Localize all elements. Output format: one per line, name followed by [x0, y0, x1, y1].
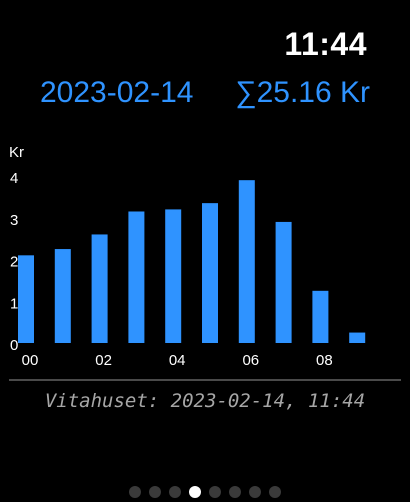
y-tick-label: 2	[10, 254, 18, 271]
bar	[91, 234, 108, 343]
page-dot[interactable]	[129, 486, 141, 498]
bar	[18, 255, 34, 343]
price-bar-chart: Kr 0 1 2 3 4 00 02 04 06 08	[9, 144, 366, 369]
x-tick-label: 00	[22, 352, 39, 369]
bar	[349, 332, 366, 343]
x-tick-label: 02	[95, 352, 112, 369]
page-dot[interactable]	[249, 486, 261, 498]
x-tick-label: 08	[316, 352, 333, 369]
page-dot[interactable]	[229, 486, 241, 498]
status-time: 11:44	[284, 26, 367, 62]
page-dot[interactable]	[269, 486, 281, 498]
bar	[165, 209, 182, 343]
bar	[54, 249, 71, 343]
page-indicator[interactable]	[0, 486, 410, 498]
bar	[275, 221, 292, 343]
bar	[312, 290, 329, 343]
date-label: 2023-02-14	[40, 76, 194, 109]
y-tick-label: 3	[10, 212, 18, 229]
page-dot[interactable]	[189, 486, 201, 498]
page-dot[interactable]	[169, 486, 181, 498]
summary-header: 2023-02-14 ∑25.16 Kr	[40, 76, 370, 110]
bar	[202, 203, 218, 343]
y-axis-label: Kr	[9, 144, 24, 161]
total-label: ∑25.16 Kr	[235, 76, 370, 109]
bar	[238, 180, 255, 343]
source-timestamp: Vitahuset: 2023-02-14, 11:44	[44, 390, 366, 412]
bar	[128, 211, 145, 343]
x-tick-label: 04	[169, 352, 186, 369]
y-tick-label: 0	[10, 337, 18, 354]
page-dot[interactable]	[149, 486, 161, 498]
x-tick-label: 06	[242, 352, 259, 369]
page-dot[interactable]	[209, 486, 221, 498]
y-tick-label: 4	[10, 170, 18, 187]
divider	[9, 379, 401, 381]
y-tick-label: 1	[10, 295, 18, 312]
